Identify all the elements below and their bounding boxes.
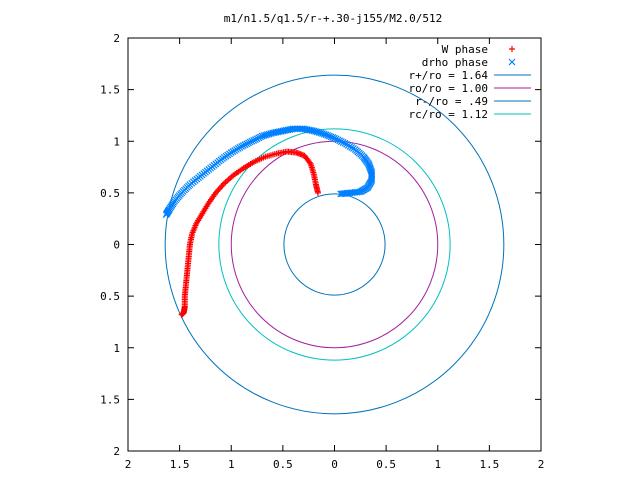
- data-point: [245, 139, 252, 147]
- legend-label: r+/ro = 1.64: [409, 69, 489, 82]
- x-tick-label: 0: [331, 458, 338, 471]
- legend-label: rc/ro = 1.12: [409, 108, 488, 121]
- x-tick-label: 0.5: [273, 458, 293, 471]
- chart-title: m1/n1.5/q1.5/r-+.30-j155/M2.0/512: [224, 12, 443, 25]
- legend-marker: [509, 46, 515, 52]
- legend-label: W phase: [442, 43, 488, 56]
- data-point: [243, 140, 251, 148]
- x-tick-label: 2: [538, 458, 545, 471]
- legend-marker: [508, 58, 516, 66]
- data-point: [329, 134, 337, 141]
- data-point: [255, 134, 263, 142]
- x-tick-label: 1: [434, 458, 441, 471]
- data-point: [332, 135, 340, 143]
- data-point: [251, 136, 259, 143]
- data-point: [331, 134, 338, 142]
- legend-label: ro/ro = 1.00: [409, 82, 488, 95]
- x-tick-label: 1.5: [170, 458, 190, 471]
- y-tick-label: 1: [113, 135, 120, 148]
- data-point: [246, 138, 254, 146]
- data-point: [238, 142, 245, 150]
- data-point: [314, 189, 321, 196]
- x-tick-label: 0.5: [376, 458, 396, 471]
- data-point: [241, 141, 249, 149]
- data-point: [239, 142, 247, 149]
- y-tick-label: 0.5: [100, 290, 120, 303]
- x-tick-label: 2: [125, 458, 132, 471]
- y-tick-label: 1.5: [100, 393, 120, 406]
- data-point: [336, 137, 344, 145]
- y-tick-label: 1: [113, 342, 120, 355]
- y-tick-label: 0.5: [100, 187, 120, 200]
- data-point: [248, 137, 256, 145]
- y-tick-label: 1.5: [100, 84, 120, 97]
- reference-circles: [164, 74, 505, 415]
- y-tick-label: 2: [113, 32, 120, 45]
- reference-circle: [164, 74, 505, 415]
- reference-circle: [230, 140, 439, 349]
- x-tick-label: 1.5: [479, 458, 499, 471]
- data-point: [250, 136, 258, 144]
- legend-label: drho phase: [422, 56, 488, 69]
- reference-circle: [218, 128, 451, 361]
- y-tick-label: 0: [113, 239, 120, 252]
- legend-label: r-/ro = .49: [415, 95, 488, 108]
- data-point: [337, 190, 345, 198]
- data-point: [334, 136, 342, 144]
- data-point: [337, 138, 345, 146]
- data-point: [338, 190, 346, 198]
- axis-ticks: 2 1.5 1 0.5 0 0.5 1 1.5 221.510.500.511.52: [100, 32, 544, 471]
- reference-circle: [283, 193, 386, 296]
- data-point: [253, 135, 261, 143]
- data-point: [306, 159, 313, 166]
- y-tick-label: 2: [113, 445, 120, 458]
- data-points: [162, 46, 516, 318]
- x-tick-label: 1: [228, 458, 235, 471]
- data-point: [339, 139, 347, 146]
